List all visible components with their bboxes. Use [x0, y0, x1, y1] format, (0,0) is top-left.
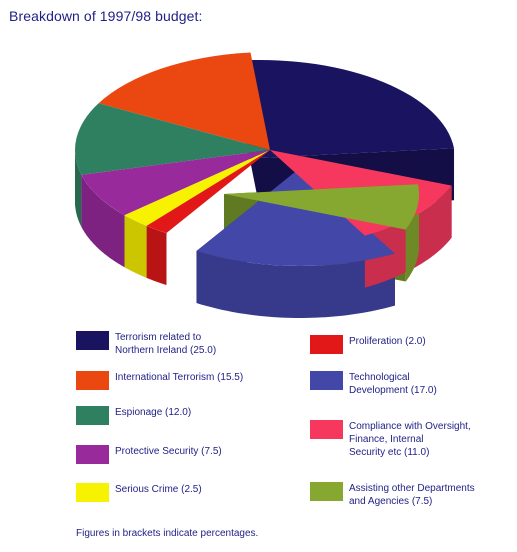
legend-item: Serious Crime (2.5) — [76, 483, 202, 502]
legend-item: Technological Development (17.0) — [310, 371, 437, 397]
legend-swatch — [310, 371, 343, 390]
pie-slice — [124, 150, 270, 226]
legend-swatch — [76, 406, 109, 425]
legend-label: Protective Security (7.5) — [115, 446, 222, 457]
pie-slice — [240, 60, 454, 158]
legend-swatch — [310, 420, 343, 439]
pie-chart — [75, 52, 455, 318]
footnote: Figures in brackets indicate percentages… — [76, 528, 259, 539]
pie-slice — [146, 150, 270, 233]
legend-label: Compliance with Oversight, Finance, Inter… — [349, 421, 471, 458]
pie-slice — [196, 168, 395, 266]
legend-item: Proliferation (2.0) — [310, 335, 426, 354]
pie-slice-side — [75, 149, 82, 227]
chart-title: Breakdown of 1997/98 budget: — [9, 8, 203, 24]
legend-item: Compliance with Oversight, Finance, Inter… — [310, 420, 471, 459]
pie-slice-side — [196, 251, 395, 318]
legend-label: Serious Crime (2.5) — [115, 484, 202, 495]
legend-label: Technological Development (17.0) — [349, 372, 437, 396]
legend-label: Assisting other Departments and Agencies … — [349, 483, 475, 507]
legend-item: Terrorism related to Northern Ireland (25… — [76, 331, 216, 357]
pie-slice-side — [124, 215, 147, 278]
legend-label: Espionage (12.0) — [115, 407, 192, 418]
legend-item: Espionage (12.0) — [76, 406, 191, 425]
legend-swatch — [310, 482, 343, 501]
pie-tops — [75, 52, 454, 266]
legend-swatch — [76, 483, 109, 502]
pie-slice-side — [146, 225, 167, 285]
legend-item: International Terrorism (15.5) — [76, 371, 243, 390]
legend-label: Terrorism related to Northern Ireland (25… — [115, 332, 217, 356]
legend-item: Assisting other Departments and Agencies … — [310, 482, 475, 508]
legend-swatch — [76, 445, 109, 464]
pie-slice — [224, 184, 419, 230]
pie-slice-side — [81, 174, 125, 268]
pie-slice — [81, 150, 271, 216]
legend-swatch — [76, 371, 109, 390]
legend-label: Proliferation (2.0) — [349, 336, 426, 347]
legend-swatch — [76, 331, 109, 350]
legend-item: Protective Security (7.5) — [76, 445, 222, 464]
legend-label: International Terrorism (15.5) — [115, 372, 244, 383]
legend-swatch — [310, 335, 343, 354]
pie-slice — [98, 52, 270, 150]
pie-slice — [75, 103, 271, 175]
